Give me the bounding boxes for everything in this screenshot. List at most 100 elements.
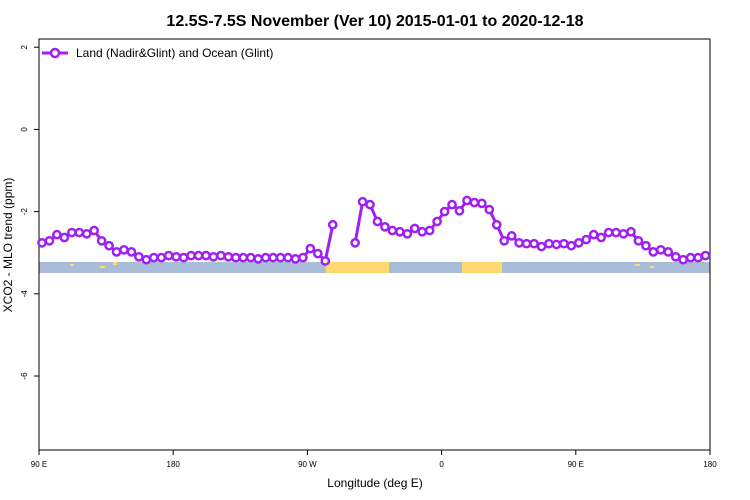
y-tick-label: 0 bbox=[20, 127, 29, 132]
data-point bbox=[327, 219, 338, 230]
data-point bbox=[59, 232, 70, 243]
data-point bbox=[283, 252, 293, 263]
data-point bbox=[603, 227, 614, 238]
data-point bbox=[253, 254, 264, 264]
data-point bbox=[126, 247, 137, 257]
data-point bbox=[186, 250, 196, 261]
data-point bbox=[484, 204, 495, 215]
data-point bbox=[469, 197, 480, 208]
data-point bbox=[372, 216, 383, 227]
x-tick-label: 90 W bbox=[298, 460, 317, 469]
data-point bbox=[312, 248, 323, 259]
data-point bbox=[559, 238, 569, 249]
data-point bbox=[216, 250, 226, 261]
data-point bbox=[66, 227, 77, 238]
data-point bbox=[506, 231, 517, 241]
data-point bbox=[663, 247, 674, 257]
data-point bbox=[178, 252, 189, 263]
data-point bbox=[462, 195, 472, 206]
data-point bbox=[111, 247, 122, 257]
data-point bbox=[641, 240, 651, 251]
data-point bbox=[156, 252, 167, 263]
data-point bbox=[424, 225, 435, 236]
chart-title: 12.5S-7.5S November (Ver 10) 2015-01-01 … bbox=[166, 13, 583, 30]
data-point bbox=[260, 252, 271, 263]
data-point bbox=[357, 196, 368, 207]
data-point bbox=[134, 251, 144, 262]
data-point bbox=[290, 254, 301, 264]
data-point bbox=[693, 252, 703, 263]
y-tick-label: -4 bbox=[20, 290, 29, 298]
x-axis-label: Longitude (deg E) bbox=[327, 476, 422, 490]
data-point bbox=[685, 252, 696, 263]
legend: Land (Nadir&Glint) and Ocean (Glint) bbox=[42, 46, 273, 60]
x-tick-label: 180 bbox=[167, 460, 181, 469]
data-point bbox=[104, 240, 114, 251]
data-point bbox=[573, 238, 584, 248]
x-tick-label: 90 E bbox=[31, 460, 47, 469]
x-tick-label: 180 bbox=[703, 460, 717, 469]
data-point bbox=[432, 216, 442, 227]
data-point bbox=[581, 234, 592, 245]
plot-frame bbox=[38, 38, 711, 451]
data-point bbox=[491, 219, 502, 230]
data-point bbox=[536, 241, 547, 252]
data-point bbox=[626, 226, 636, 237]
data-point bbox=[402, 228, 413, 239]
data-point bbox=[544, 238, 554, 249]
y-tick-label: -2 bbox=[20, 208, 29, 216]
data-point bbox=[201, 250, 211, 261]
data-point bbox=[320, 256, 331, 266]
data-point bbox=[655, 244, 666, 255]
data-point bbox=[148, 252, 159, 263]
legend-label: Land (Nadir&Glint) and Ocean (Glint) bbox=[76, 46, 273, 60]
data-point bbox=[275, 252, 286, 263]
data-point bbox=[529, 238, 539, 249]
data-point bbox=[223, 251, 234, 262]
data-point bbox=[447, 199, 457, 210]
data-point bbox=[37, 238, 47, 248]
data-point bbox=[499, 235, 510, 246]
data-point bbox=[141, 254, 152, 265]
data-point bbox=[44, 235, 55, 246]
data-point bbox=[193, 250, 204, 261]
legend-marker bbox=[49, 47, 61, 59]
data-point bbox=[350, 238, 360, 248]
y-axis-label: XCO2 - MLO trend (ppm) bbox=[1, 178, 15, 313]
data-point bbox=[514, 238, 524, 248]
data-point bbox=[700, 250, 711, 261]
data-point bbox=[365, 199, 375, 210]
x-tick-label: 90 E bbox=[568, 460, 584, 469]
data-point bbox=[477, 198, 487, 209]
data-point bbox=[245, 252, 256, 263]
data-point bbox=[551, 239, 562, 250]
data-point bbox=[439, 206, 450, 217]
data-point bbox=[394, 226, 405, 237]
x-tick-label: 0 bbox=[439, 460, 444, 469]
data-point bbox=[268, 252, 278, 263]
data-point bbox=[670, 251, 681, 262]
data-point bbox=[380, 221, 390, 232]
data-point bbox=[417, 226, 428, 237]
data-point bbox=[238, 252, 249, 263]
data-point bbox=[81, 228, 92, 239]
data-point bbox=[171, 251, 182, 262]
data-point bbox=[163, 250, 174, 261]
data-point bbox=[611, 227, 621, 238]
data-point bbox=[208, 251, 219, 262]
data-point bbox=[596, 232, 606, 243]
data-point bbox=[74, 227, 85, 238]
data-point bbox=[119, 244, 129, 255]
data-point bbox=[633, 235, 644, 246]
y-tick-label: -6 bbox=[20, 372, 29, 380]
land-ocean-band bbox=[39, 262, 710, 273]
data-point bbox=[454, 205, 465, 216]
data-point bbox=[96, 235, 107, 246]
data-point bbox=[52, 229, 62, 240]
data-point bbox=[230, 252, 241, 263]
data-point bbox=[298, 252, 308, 263]
data-point bbox=[305, 243, 316, 254]
y-tick-label: 2 bbox=[20, 44, 29, 49]
